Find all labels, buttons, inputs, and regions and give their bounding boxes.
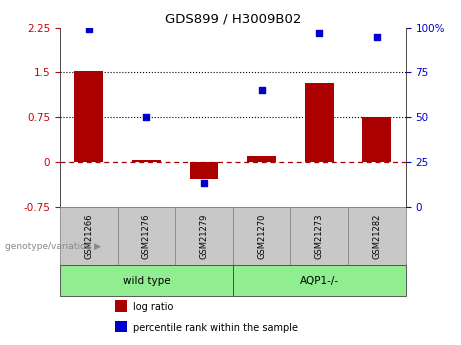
Bar: [290, 207, 348, 265]
Text: GSM21270: GSM21270: [257, 213, 266, 258]
Bar: [115, 321, 127, 332]
Bar: [233, 265, 406, 296]
Text: percentile rank within the sample: percentile rank within the sample: [133, 323, 297, 333]
Bar: [74, 71, 103, 162]
Text: GSM21282: GSM21282: [372, 213, 381, 258]
Bar: [115, 300, 127, 312]
Title: GDS899 / H3009B02: GDS899 / H3009B02: [165, 12, 301, 25]
Point: [85, 27, 92, 32]
Point: [142, 115, 150, 120]
Text: GSM21266: GSM21266: [84, 213, 93, 258]
Bar: [233, 207, 290, 265]
Bar: [60, 207, 118, 265]
Text: AQP1-/-: AQP1-/-: [300, 276, 339, 286]
Bar: [118, 207, 175, 265]
Bar: [247, 156, 276, 162]
Bar: [175, 207, 233, 265]
Text: wild type: wild type: [123, 276, 170, 286]
Point: [200, 181, 207, 186]
Bar: [189, 162, 219, 179]
Point: [373, 34, 381, 39]
Text: genotype/variation ▶: genotype/variation ▶: [5, 242, 100, 251]
Text: GSM21273: GSM21273: [315, 213, 324, 258]
Point: [315, 30, 323, 36]
Text: log ratio: log ratio: [133, 302, 173, 312]
Bar: [132, 159, 161, 162]
Bar: [305, 83, 334, 162]
Bar: [348, 207, 406, 265]
Bar: [60, 265, 233, 296]
Text: GSM21276: GSM21276: [142, 213, 151, 258]
Point: [258, 88, 266, 93]
Text: GSM21279: GSM21279: [200, 213, 208, 258]
Bar: [362, 117, 391, 162]
